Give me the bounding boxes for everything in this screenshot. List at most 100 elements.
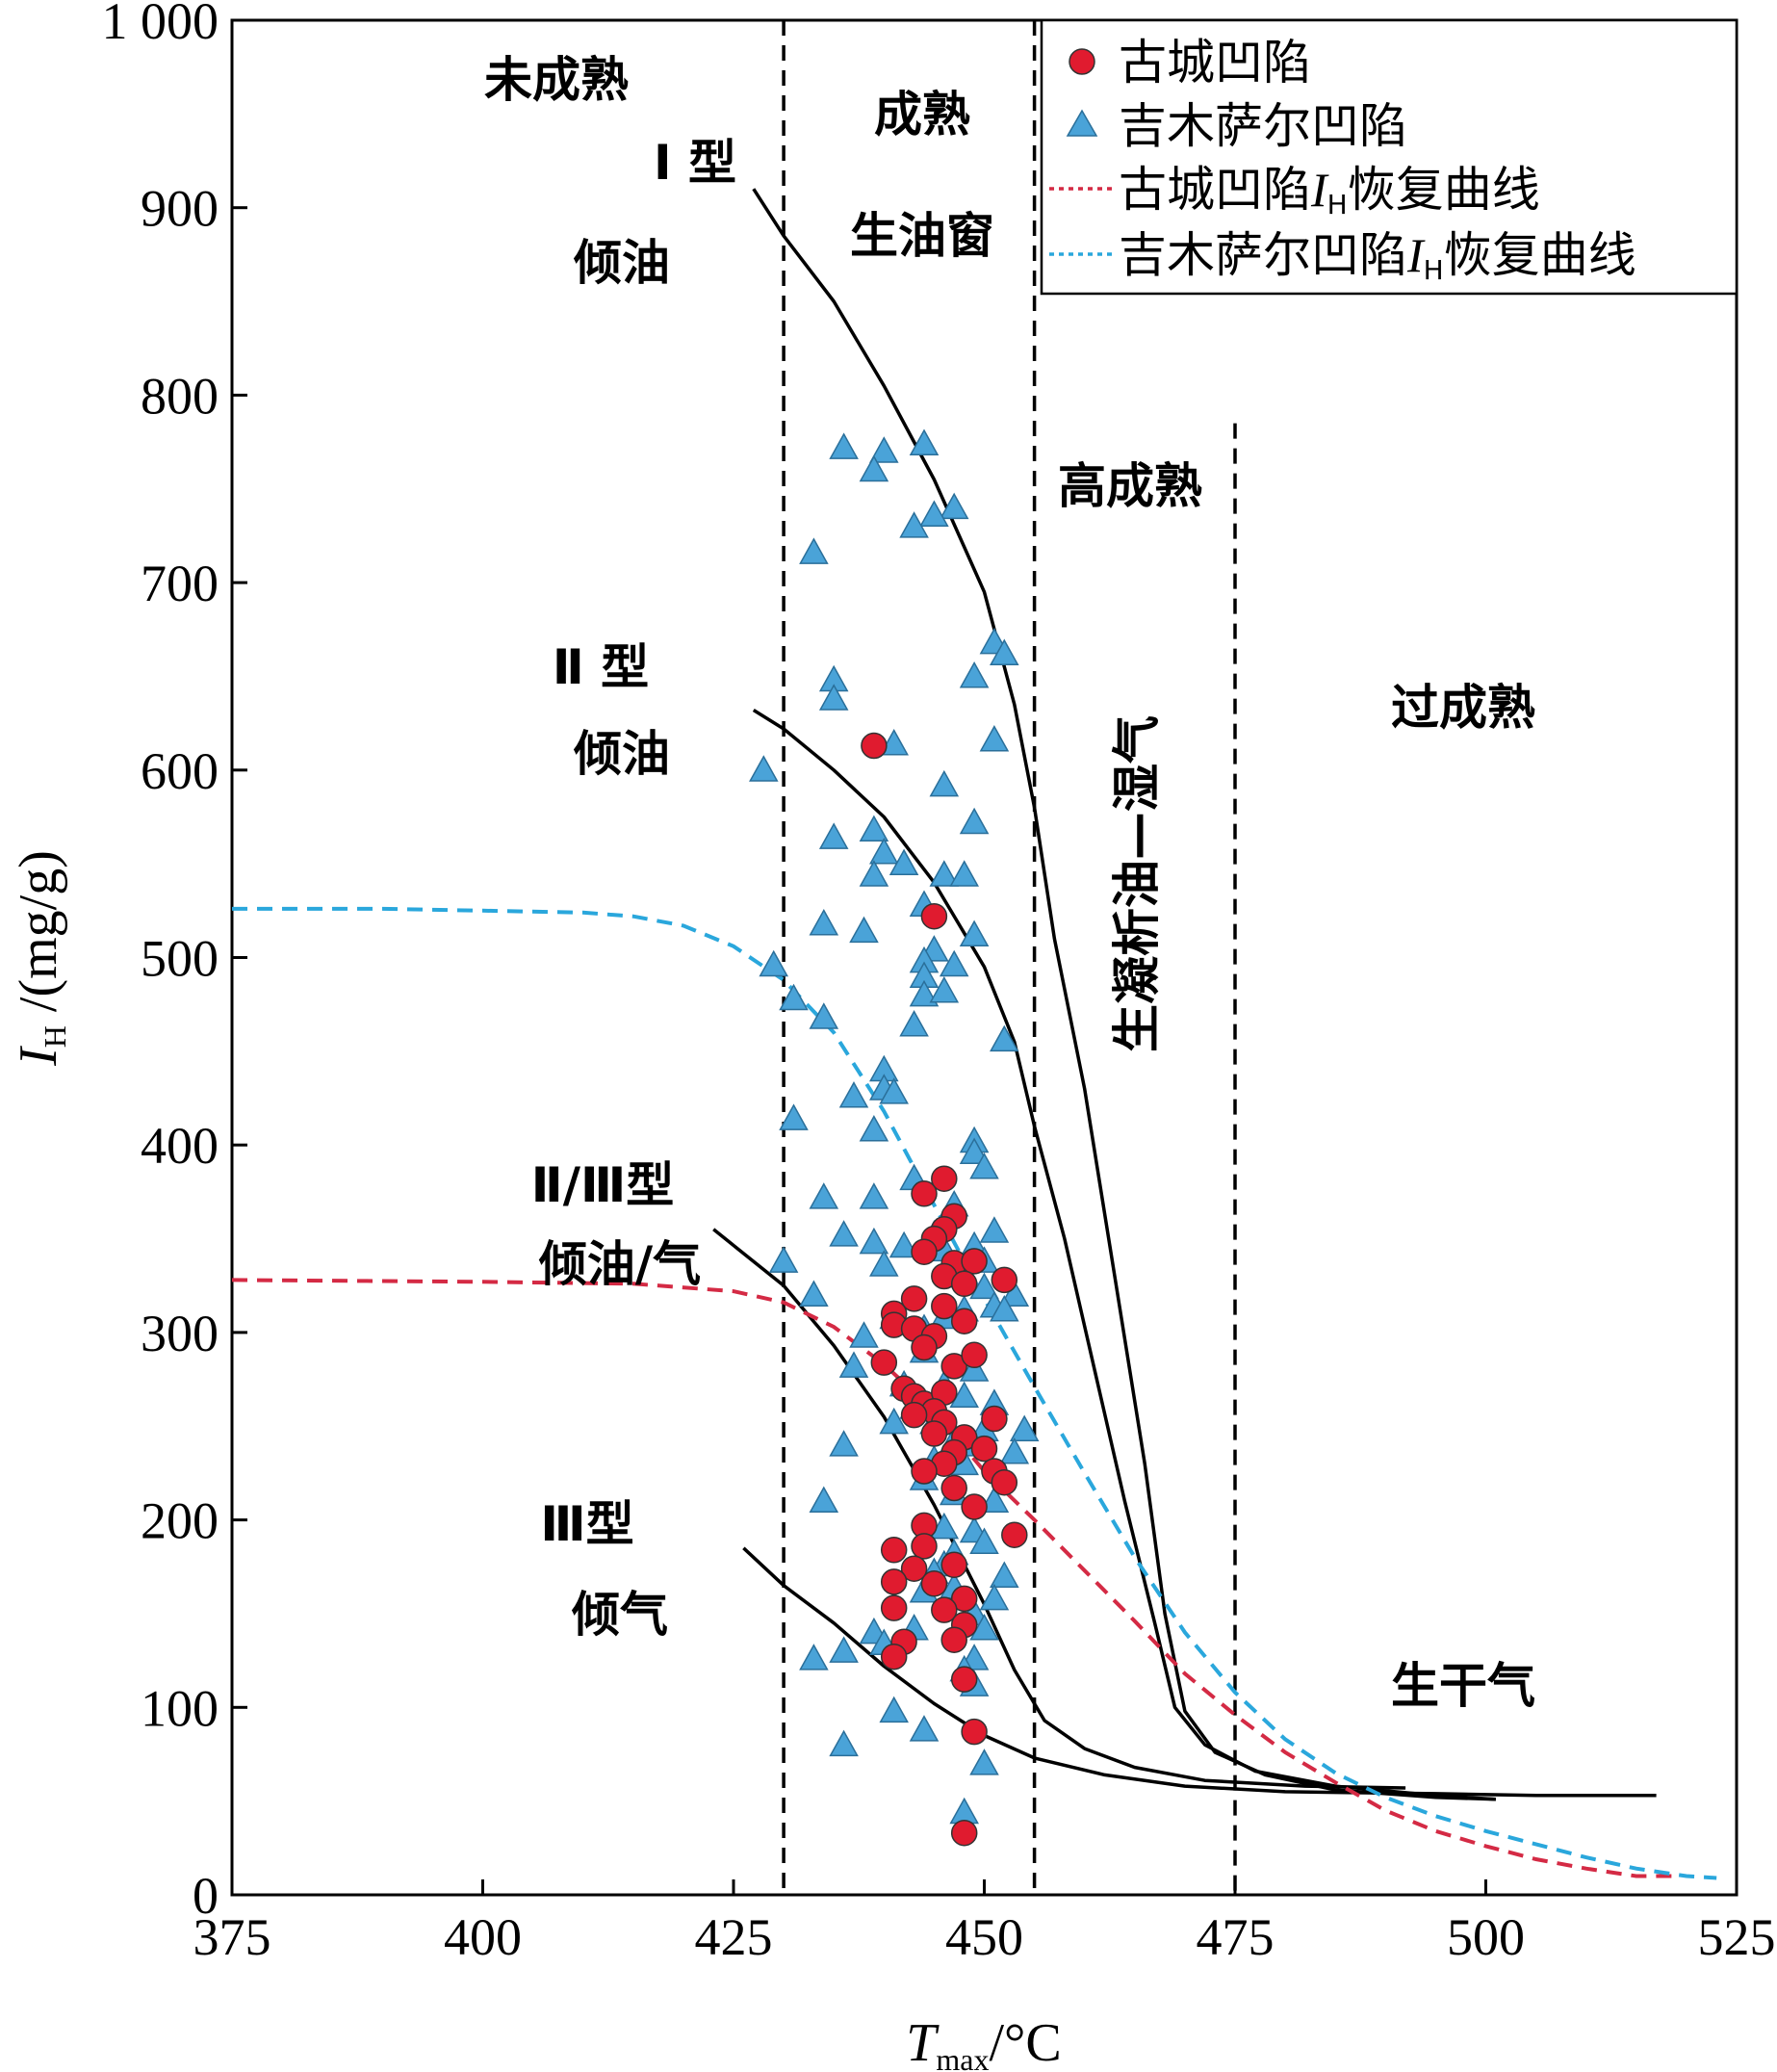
x-tick-label: 400 — [444, 1908, 522, 1966]
kerogen-curve — [752, 709, 1497, 1801]
data-point-jimusaer — [859, 454, 889, 482]
data-point-jimusaer — [799, 1644, 829, 1671]
label-immature: 未成熟 — [484, 52, 629, 108]
data-point-jimusaer — [759, 949, 788, 977]
label-type23-oilgas: 倾油/气 — [538, 1236, 701, 1292]
data-point-jimusaer — [909, 1715, 940, 1742]
data-point-jimusaer — [929, 975, 960, 1003]
label-type1: Ⅰ 型 — [654, 135, 736, 191]
data-point-jimusaer — [859, 860, 889, 887]
plot-frame — [230, 18, 1738, 1897]
data-point-gucheng — [900, 1555, 928, 1582]
label-overmature: 过成熟 — [1391, 680, 1535, 736]
data-point-jimusaer — [838, 1081, 869, 1108]
data-point-gucheng — [950, 1270, 978, 1298]
data-point-gucheng — [961, 1341, 988, 1369]
data-point-gucheng — [920, 902, 948, 930]
data-point-gucheng — [940, 1353, 967, 1380]
data-point-jimusaer — [969, 1613, 999, 1641]
data-point-jimusaer — [939, 949, 969, 977]
data-point-jimusaer — [779, 1103, 809, 1130]
data-point-jimusaer — [990, 1024, 1019, 1052]
data-point-jimusaer — [929, 860, 960, 887]
legend-label-jimusaer: 吉木萨尔凹陷 — [1119, 98, 1407, 154]
legend-label-gucheng: 古城凹陷 — [1119, 35, 1311, 91]
data-point-gucheng — [961, 1248, 988, 1275]
data-point-gucheng — [991, 1468, 1018, 1496]
data-point-gucheng — [861, 732, 888, 760]
data-point-gucheng — [911, 1180, 938, 1207]
y-tick-label: 200 — [141, 1492, 219, 1550]
data-point-gucheng — [880, 1643, 908, 1671]
data-point-jimusaer — [818, 822, 849, 849]
data-point-jimusaer — [909, 428, 940, 455]
data-point-jimusaer — [838, 1351, 869, 1378]
data-point-jimusaer — [969, 1748, 999, 1775]
data-point-gucheng — [920, 1420, 948, 1447]
data-point-jimusaer — [818, 684, 849, 711]
data-point-jimusaer — [949, 1797, 979, 1825]
y-tick-label: 100 — [141, 1679, 219, 1737]
label-dry-gas: 生干气 — [1391, 1658, 1535, 1714]
x-tick-label: 450 — [945, 1908, 1023, 1966]
legend-box — [1040, 18, 1738, 296]
x-tick-label: 475 — [1197, 1908, 1275, 1966]
data-point-jimusaer — [809, 1486, 839, 1514]
data-point-jimusaer — [859, 1227, 889, 1255]
data-point-jimusaer — [829, 1220, 859, 1247]
label-high-mature: 高成熟 — [1058, 458, 1202, 514]
data-point-gucheng — [870, 1349, 898, 1376]
data-point-gucheng — [981, 1405, 1008, 1433]
data-point-gucheng — [880, 1594, 908, 1621]
data-point-gucheng — [950, 1666, 978, 1693]
x-axis-ticks: 375 400 425 450 475 500 525 — [193, 1879, 1776, 1966]
data-point-jimusaer — [859, 1115, 889, 1142]
x-tick-label: 375 — [193, 1908, 271, 1966]
data-point-gucheng — [940, 1551, 967, 1579]
data-point-jimusaer — [869, 1250, 899, 1277]
data-point-gucheng — [940, 1474, 967, 1502]
y-tick-label: 700 — [141, 555, 219, 612]
legend: 古城凹陷 吉木萨尔凹陷 古城凹陷IH恢复曲线 吉木萨尔凹陷IH恢复曲线 — [1040, 18, 1738, 296]
data-point-gucheng — [911, 1238, 938, 1265]
label-type1-oil: 倾油 — [573, 235, 670, 291]
data-point-jimusaer — [959, 1355, 990, 1382]
data-point-jimusaer — [899, 511, 929, 538]
data-point-gucheng — [931, 1165, 958, 1192]
label-type2-oil: 倾油 — [573, 726, 670, 782]
data-point-gucheng — [970, 1435, 998, 1463]
data-point-jimusaer — [859, 815, 889, 842]
data-point-jimusaer — [799, 537, 829, 564]
data-point-jimusaer — [779, 983, 809, 1011]
data-point-jimusaer — [929, 1512, 960, 1540]
ih-recovery-curves — [231, 906, 1717, 1880]
data-point-jimusaer — [919, 500, 949, 527]
data-point-jimusaer — [809, 1002, 839, 1029]
data-point-gucheng — [961, 1493, 988, 1520]
data-point-jimusaer — [979, 1583, 1010, 1611]
data-point-jimusaer — [849, 1321, 879, 1348]
data-point-jimusaer — [969, 1272, 999, 1300]
x-tick-label: 425 — [695, 1908, 773, 1966]
legend-marker-jimusaer — [1066, 109, 1098, 137]
data-point-jimusaer — [959, 660, 990, 688]
data-point-gucheng — [940, 1626, 967, 1653]
data-point-jimusaer — [829, 1729, 859, 1757]
legend-label-gucheng-curve: 古城凹陷IH恢复曲线 — [1119, 162, 1540, 220]
data-point-jimusaer — [949, 860, 979, 887]
data-point-jimusaer — [969, 1527, 999, 1554]
data-point-jimusaer — [879, 728, 909, 756]
data-point-jimusaer — [999, 1437, 1030, 1464]
ih-recovery-curve — [231, 1278, 1677, 1878]
data-point-jimusaer — [879, 1696, 909, 1723]
y-axis-title: IH /(mg/g) — [9, 850, 72, 1067]
data-point-jimusaer — [809, 1182, 839, 1209]
x-tick-label: 500 — [1447, 1908, 1525, 1966]
data-point-gucheng — [911, 1458, 938, 1485]
y-tick-label: 0 — [193, 1867, 219, 1925]
data-point-jimusaer — [799, 1280, 829, 1307]
legend-marker-gucheng — [1069, 48, 1095, 75]
data-point-gucheng — [991, 1266, 1018, 1294]
data-point-jimusaer — [809, 908, 839, 936]
